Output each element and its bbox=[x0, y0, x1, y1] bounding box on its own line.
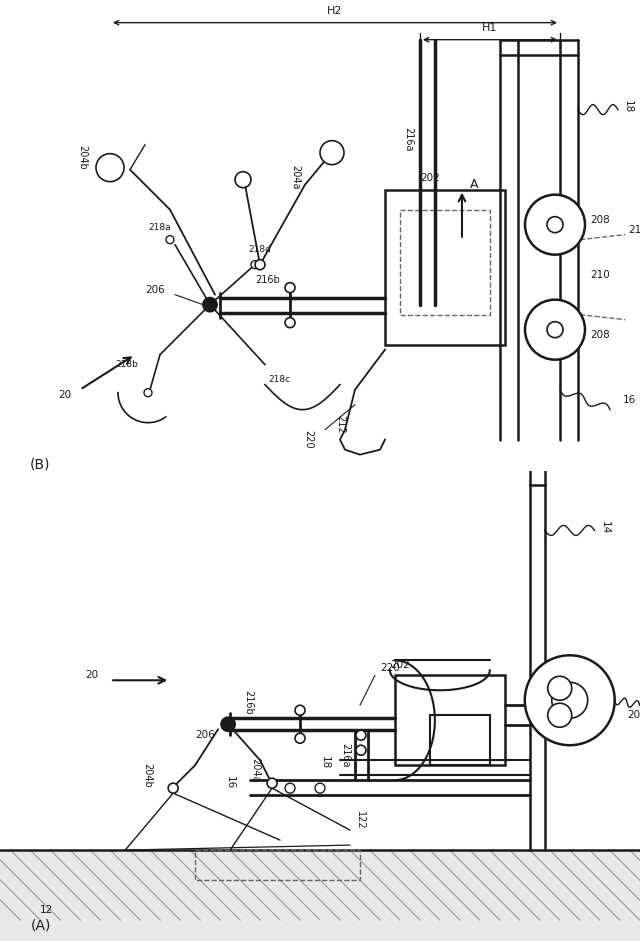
Bar bbox=[395, 676, 505, 765]
Text: 18: 18 bbox=[623, 100, 633, 113]
Text: 16: 16 bbox=[623, 394, 636, 405]
Text: 14: 14 bbox=[600, 520, 610, 534]
Circle shape bbox=[356, 730, 366, 741]
Text: (B): (B) bbox=[30, 457, 51, 471]
Text: 208: 208 bbox=[590, 329, 610, 340]
Circle shape bbox=[525, 299, 585, 359]
Text: 206: 206 bbox=[145, 285, 164, 295]
Text: 122: 122 bbox=[355, 811, 365, 829]
Circle shape bbox=[525, 195, 585, 255]
Text: 212: 212 bbox=[335, 415, 345, 434]
Text: 220: 220 bbox=[303, 430, 313, 449]
Text: 20: 20 bbox=[58, 390, 71, 400]
Circle shape bbox=[285, 318, 295, 327]
Text: 12: 12 bbox=[40, 905, 54, 915]
Text: 208: 208 bbox=[590, 215, 610, 225]
Circle shape bbox=[525, 655, 614, 745]
Text: 20: 20 bbox=[85, 670, 99, 680]
Bar bbox=[400, 210, 490, 314]
Bar bbox=[430, 715, 490, 765]
Circle shape bbox=[552, 682, 588, 718]
Text: 216b: 216b bbox=[255, 275, 280, 285]
Polygon shape bbox=[1, 850, 639, 941]
Circle shape bbox=[144, 389, 152, 397]
Bar bbox=[385, 190, 505, 344]
Text: 204b: 204b bbox=[77, 145, 87, 170]
Text: 218d: 218d bbox=[248, 246, 271, 254]
Circle shape bbox=[295, 733, 305, 743]
Text: 218a: 218a bbox=[148, 223, 171, 232]
Text: 208: 208 bbox=[628, 710, 640, 720]
Text: 216a: 216a bbox=[340, 743, 350, 768]
Text: 202: 202 bbox=[420, 172, 440, 183]
Circle shape bbox=[166, 235, 174, 244]
Circle shape bbox=[168, 783, 178, 793]
Circle shape bbox=[96, 153, 124, 182]
Circle shape bbox=[315, 783, 325, 793]
Text: 206: 206 bbox=[195, 730, 215, 741]
Circle shape bbox=[251, 261, 259, 269]
Circle shape bbox=[285, 783, 295, 793]
Circle shape bbox=[285, 282, 295, 293]
Circle shape bbox=[235, 171, 251, 187]
Text: 216a: 216a bbox=[403, 127, 413, 152]
Text: 204a: 204a bbox=[290, 166, 300, 190]
Circle shape bbox=[255, 260, 265, 270]
Text: H1: H1 bbox=[483, 23, 498, 33]
Text: 210: 210 bbox=[590, 270, 610, 279]
Text: 18: 18 bbox=[320, 756, 330, 769]
Circle shape bbox=[221, 717, 235, 731]
Circle shape bbox=[356, 745, 366, 756]
Text: (A): (A) bbox=[30, 918, 51, 932]
Text: 218b: 218b bbox=[115, 360, 138, 369]
Circle shape bbox=[203, 297, 217, 311]
Text: 204a: 204a bbox=[250, 758, 260, 782]
Circle shape bbox=[548, 677, 572, 700]
Circle shape bbox=[548, 703, 572, 727]
Text: 204b: 204b bbox=[142, 763, 152, 788]
Circle shape bbox=[295, 705, 305, 715]
Text: 218c: 218c bbox=[268, 375, 290, 384]
Circle shape bbox=[320, 140, 344, 165]
Bar bbox=[195, 850, 360, 880]
Text: 220: 220 bbox=[380, 663, 400, 674]
Text: 202: 202 bbox=[390, 661, 410, 670]
Circle shape bbox=[267, 778, 277, 789]
Text: 216b: 216b bbox=[243, 690, 253, 714]
Text: A: A bbox=[470, 178, 479, 191]
Circle shape bbox=[547, 216, 563, 232]
Text: 16: 16 bbox=[225, 775, 235, 789]
Circle shape bbox=[547, 322, 563, 338]
Text: H2: H2 bbox=[327, 6, 343, 16]
Text: 214: 214 bbox=[628, 225, 640, 234]
